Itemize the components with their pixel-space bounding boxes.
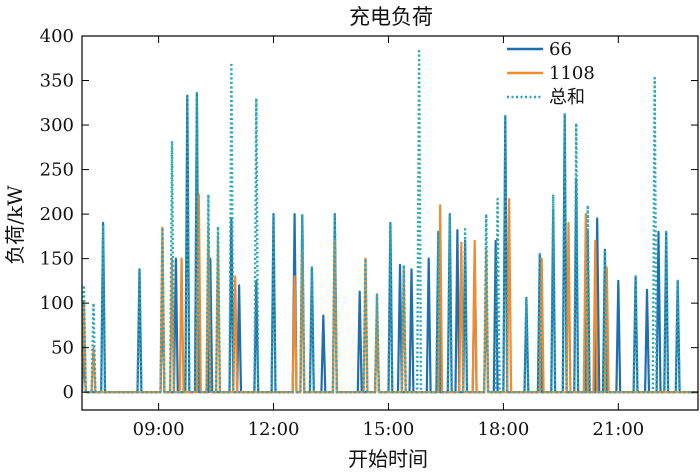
x-tick-label: 21:00: [592, 419, 644, 440]
legend-label: 1108: [549, 63, 595, 84]
y-tick-label: 100: [40, 293, 74, 314]
plot-area: [82, 49, 698, 394]
series-line-3: [82, 49, 698, 394]
series-line-2: [82, 193, 698, 394]
chart-title: 充电负荷: [349, 5, 433, 29]
x-tick-label: 12:00: [248, 419, 300, 440]
y-tick-label: 50: [51, 338, 74, 359]
x-axis-ticks: 09:00 12:00 15:00 18:00 21:00: [133, 36, 644, 440]
y-tick-label: 400: [40, 26, 74, 47]
x-axis-title: 开始时间: [348, 447, 428, 471]
y-axis-ticks: 0 50 100 150 200 250 300 350 400: [40, 26, 698, 403]
legend-label: 66: [549, 39, 572, 60]
y-tick-label: 350: [40, 71, 74, 92]
y-axis-title: 负荷/kW: [3, 185, 27, 265]
legend: 66 1108 总和: [507, 39, 595, 108]
y-tick-label: 150: [40, 249, 74, 270]
x-tick-label: 09:00: [133, 419, 185, 440]
x-tick-label: 15:00: [363, 419, 415, 440]
y-tick-label: 300: [40, 115, 74, 136]
plot-frame: [81, 35, 699, 411]
y-tick-label: 200: [40, 204, 74, 225]
x-tick-label: 18:00: [477, 419, 529, 440]
y-tick-label: 0: [63, 382, 74, 403]
series-line-1: [82, 91, 698, 394]
legend-label: 总和: [549, 87, 585, 108]
y-tick-label: 250: [40, 160, 74, 181]
